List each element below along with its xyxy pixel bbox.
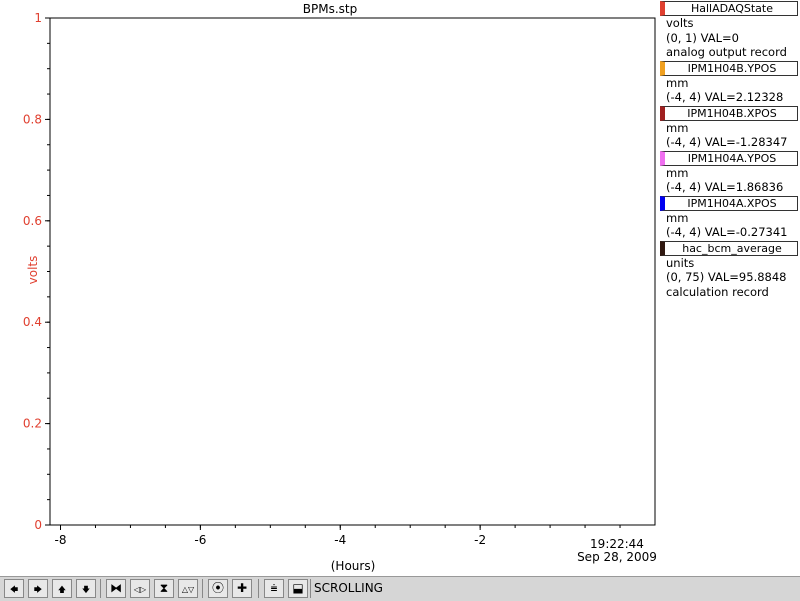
zoom-out-x-button[interactable]: ◁▷ [130, 579, 150, 598]
pan-right-icon: 🡆 [33, 585, 43, 594]
x-tick-label: -6 [194, 533, 206, 547]
legend-item[interactable]: HallADAQState volts (0, 1) VAL=0 analog out… [660, 1, 800, 60]
legend-item-detail: (0, 75) VAL=95.8848 [666, 270, 787, 284]
zoom-in-x-icon: ⧓ [110, 581, 122, 595]
zoom-in-x-button[interactable]: ⧓ [106, 579, 126, 598]
zoom-out-y-button[interactable]: △▽ [178, 579, 198, 598]
pan-right-button[interactable]: 🡆 [28, 579, 48, 598]
stop-button[interactable]: ⬓ [288, 579, 308, 598]
auto-scale-button[interactable]: ⦿ [208, 579, 228, 598]
pan-left-button[interactable]: 🡄 [4, 579, 24, 598]
y-tick-label: 0.4 [23, 315, 42, 329]
legend-item-name[interactable]: IPM1H04B.YPOS [660, 60, 798, 76]
zoom-out-x-icon: ◁▷ [133, 585, 147, 594]
pan-down-button[interactable]: 🡇 [76, 579, 96, 598]
plot-frame [49, 17, 656, 526]
scroll-mode-icon: ⩧ [270, 581, 278, 595]
x-tick-label: -8 [55, 533, 67, 547]
strip-chart[interactable]: 0 0.2 0.4 0.6 0.8 1 -8 -6 -4 -2 volts (Hours) 19:22:… [0, 0, 660, 576]
toolbar-separator [310, 579, 311, 598]
legend-item-detail: (-4, 4) VAL=-1.28347 [666, 135, 788, 149]
legend-item[interactable]: hac_bcm_average units (0, 75) VAL=95.8848 c… [660, 240, 800, 300]
y-axis-label: volts [26, 256, 40, 285]
zoom-in-y-button[interactable]: ⧗ [154, 579, 174, 598]
scroll-mode-button[interactable]: ⩧ [264, 579, 284, 598]
legend-item-name[interactable]: IPM1H04A.YPOS [660, 150, 798, 166]
legend-item-detail: analog output record [666, 45, 787, 59]
legend-item-name[interactable]: IPM1H04A.XPOS [660, 195, 798, 211]
chart-title: BPMs.stp [302, 2, 358, 16]
legend-item[interactable]: IPM1H04B.YPOS mm (-4, 4) VAL=2.12328 [660, 60, 800, 105]
reset-button[interactable]: ✚ [232, 579, 252, 598]
zoom-out-y-icon: △▽ [181, 585, 195, 594]
reset-icon: ✚ [236, 581, 248, 595]
y-tick-label: 0.2 [23, 417, 42, 431]
y-tick-label: 1 [34, 11, 42, 25]
toolbar-separator [202, 579, 203, 598]
legend-item-detail: calculation record [666, 284, 769, 299]
x-axis-label: (Hours) [331, 559, 376, 573]
date-label: Sep 28, 2009 [577, 550, 657, 564]
toolbar-separator [258, 579, 259, 598]
zoom-in-y-icon: ⧗ [159, 581, 169, 595]
auto-scale-icon: ⦿ [211, 581, 224, 595]
legend-item-name[interactable]: hac_bcm_average [660, 240, 798, 256]
pan-left-icon: 🡄 [9, 585, 19, 594]
legend-item-detail: mm [666, 210, 689, 225]
legend-item-detail: (-4, 4) VAL=2.12328 [666, 90, 784, 104]
legend-item-detail: (-4, 4) VAL=1.86836 [666, 180, 784, 194]
y-tick-label: 0.8 [23, 112, 42, 126]
y-tick-label: 0 [34, 518, 42, 532]
legend-item-detail: mm [666, 75, 689, 90]
y-tick-label: 0.6 [23, 214, 42, 228]
legend-item[interactable]: IPM1H04A.XPOS mm (-4, 4) VAL=-0.27341 [660, 195, 800, 240]
legend: HallADAQState volts (0, 1) VAL=0 analog out… [660, 0, 800, 299]
legend-item-detail: (0, 1) VAL=0 [666, 30, 739, 45]
toolbar-separator [100, 579, 101, 598]
pan-up-button[interactable]: 🡅 [52, 579, 72, 598]
legend-item-detail: mm [666, 165, 689, 180]
legend-item-name[interactable]: IPM1H04B.XPOS [660, 105, 798, 121]
pan-down-icon: 🡇 [81, 585, 91, 594]
legend-item-detail: units [666, 255, 695, 270]
toolbar: SCROLLING 🡄 🡆 🡅 🡇 ⧓ ◁▷ ⧗ △▽ ⦿ ✚ ⩧ ⬓ [0, 576, 800, 601]
time-label: 19:22:44 [590, 537, 644, 551]
legend-item-detail: mm [666, 120, 689, 135]
pan-up-icon: 🡅 [57, 585, 67, 594]
legend-item[interactable]: IPM1H04A.YPOS mm (-4, 4) VAL=1.86836 [660, 150, 800, 195]
scroll-mode-label: SCROLLING [314, 581, 383, 595]
legend-item-detail: volts [666, 16, 694, 30]
legend-item-detail: (-4, 4) VAL=-0.27341 [666, 225, 788, 239]
legend-item-name[interactable]: HallADAQState [660, 1, 798, 16]
stop-icon: ⬓ [292, 581, 304, 595]
legend-item[interactable]: IPM1H04B.XPOS mm (-4, 4) VAL=-1.28347 [660, 105, 800, 150]
x-tick-label: -2 [474, 533, 486, 547]
x-tick-label: -4 [334, 533, 346, 547]
axes: 0 0.2 0.4 0.6 0.8 1 -8 -6 -4 -2 volts (Hours) 19:22:… [23, 11, 657, 573]
